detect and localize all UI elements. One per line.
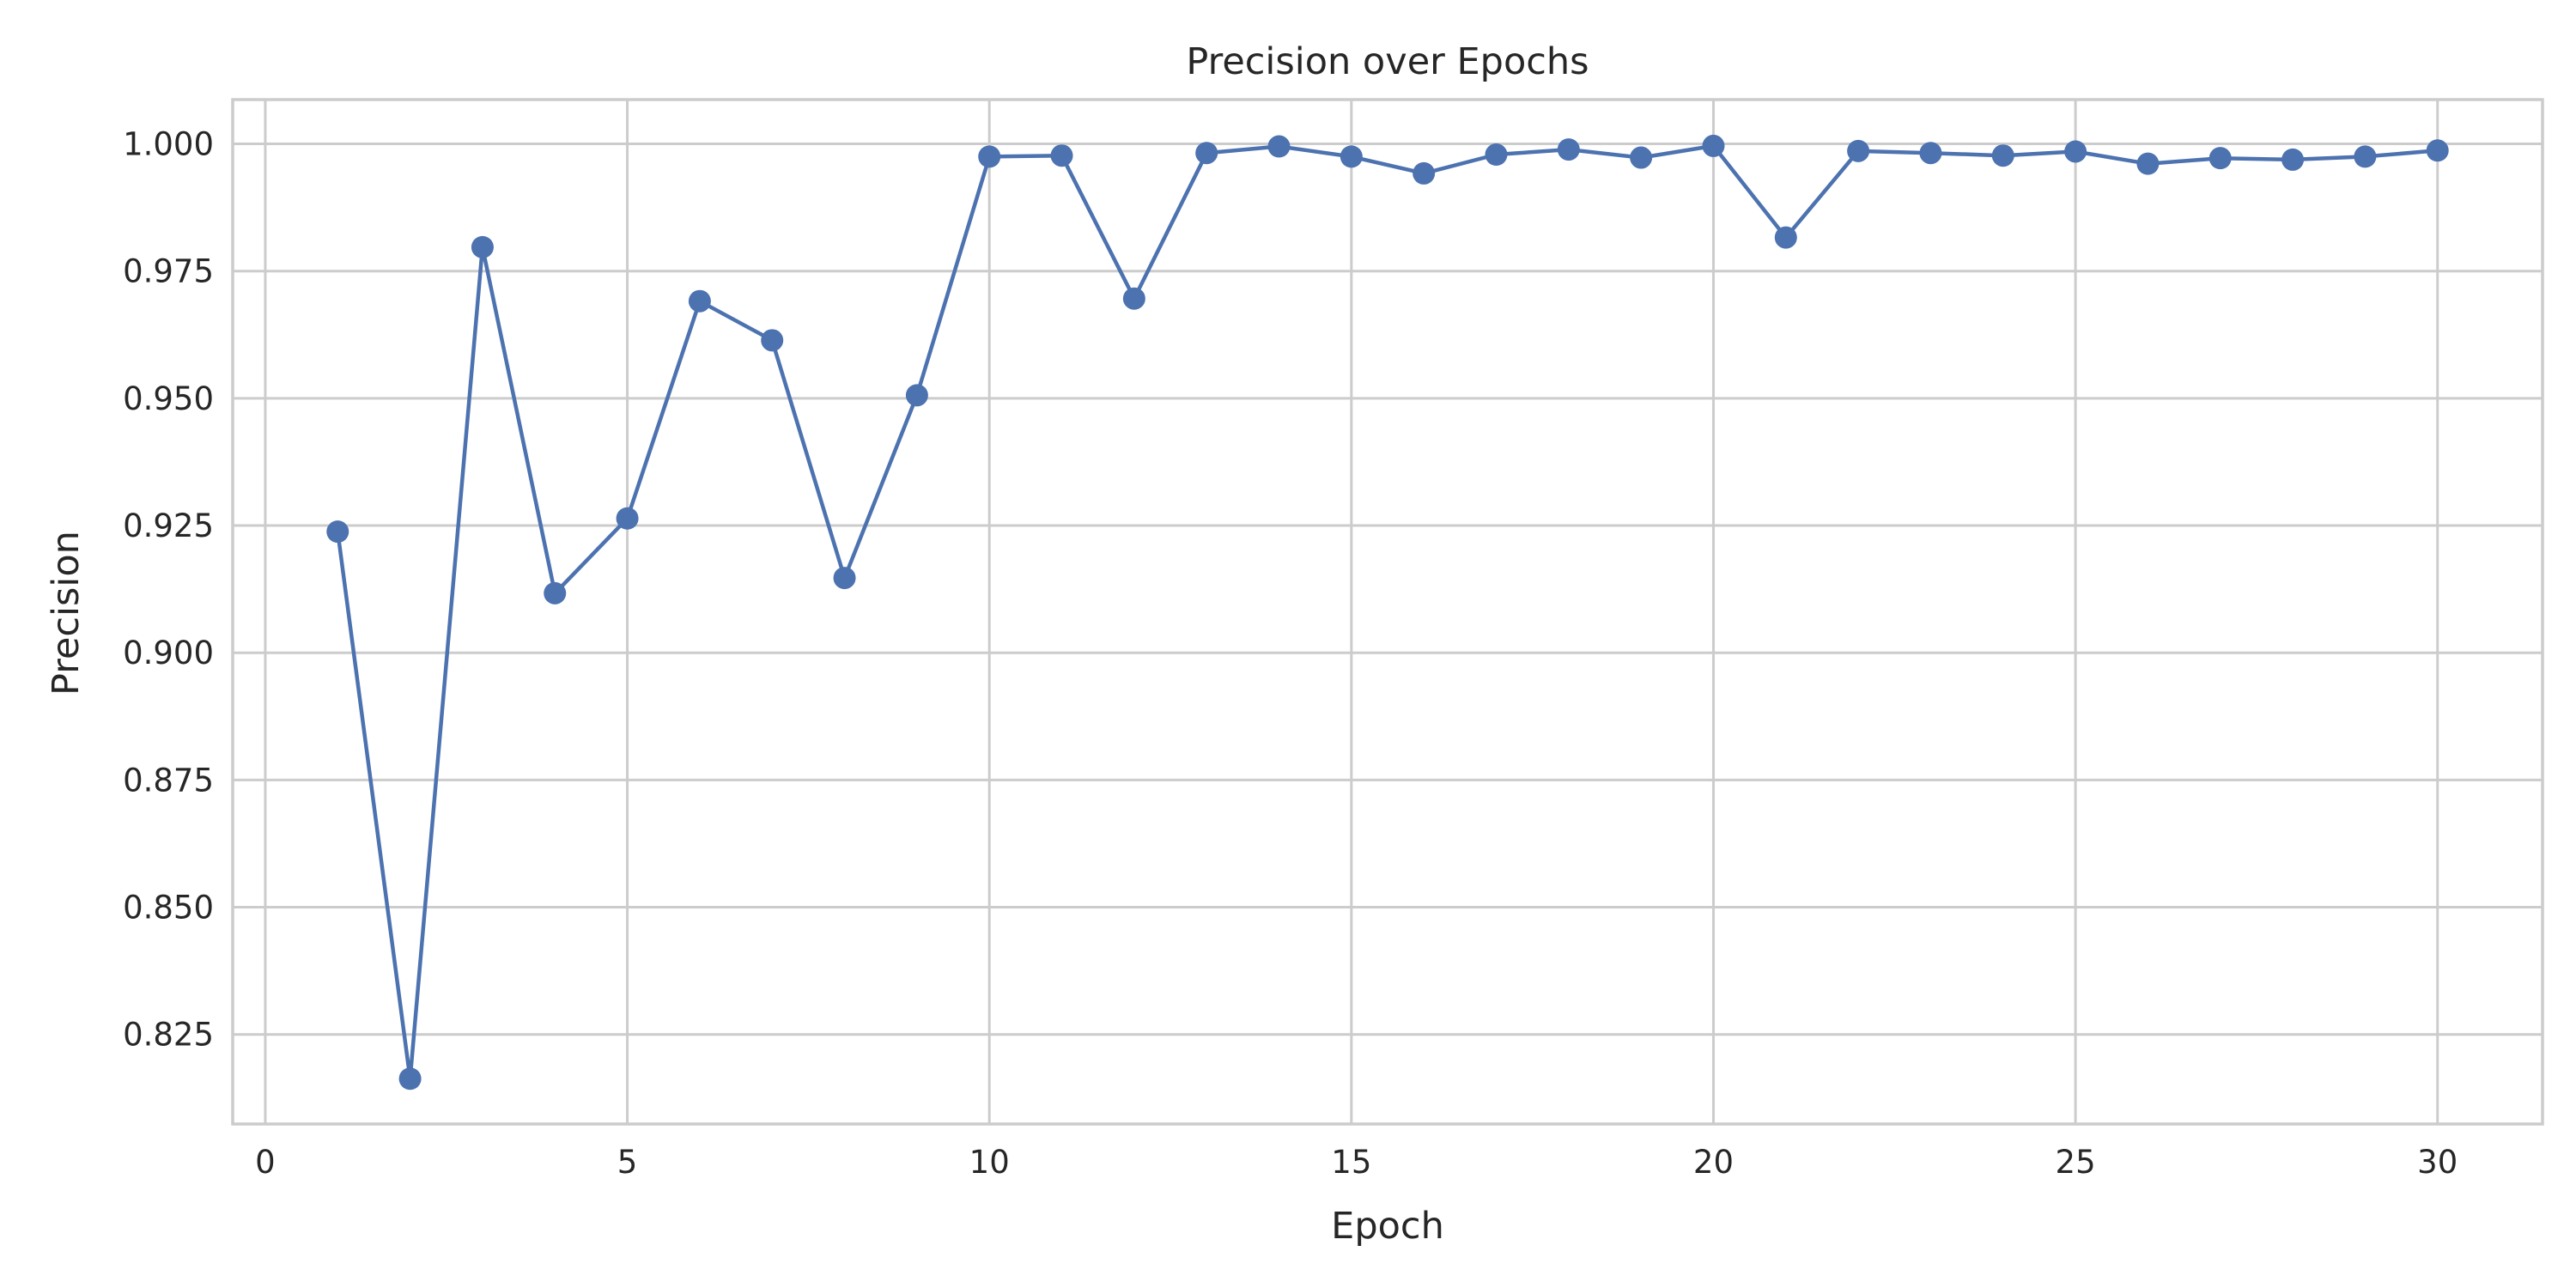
x-tick-label: 30 [2417,1144,2458,1181]
data-point [2208,147,2232,170]
data-point [761,329,784,352]
data-point [326,520,349,544]
grid-lines [233,100,2543,1124]
data-point [1340,145,1363,168]
x-tick-label: 0 [255,1144,276,1181]
x-tick-label: 15 [1331,1144,1371,1181]
data-point [1122,287,1145,310]
data-point [1413,161,1436,185]
data-point [1991,144,2014,167]
data-point [2426,139,2449,162]
data-point [1702,134,1725,157]
data-point [1485,143,1508,167]
data-point [398,1067,422,1091]
y-tick-label: 1.000 [123,126,214,163]
data-point [1774,226,1797,249]
x-axis-label: Epoch [1331,1205,1444,1248]
plot-frame [231,98,2544,1126]
precision-series-line [336,143,2439,1081]
tick-labels: 0 5 10 15 20 25 30 0.825 0.850 0.875 0.900 0.925 0.9… [123,126,2458,1181]
x-tick-label: 5 [617,1144,638,1181]
x-tick-label: 20 [1693,1144,1734,1181]
y-tick-label: 0.825 [123,1017,214,1054]
y-axis-label: Precision [45,531,88,696]
data-point [1919,142,1942,165]
x-tick-label: 10 [969,1144,1010,1181]
data-point [1050,144,1073,167]
data-point [833,567,856,590]
y-tick-label: 0.975 [123,253,214,290]
data-point [544,581,567,605]
y-tick-label: 0.950 [123,380,214,417]
data-point [905,384,928,407]
data-point [2064,140,2087,163]
data-point [978,145,1001,168]
data-point [1267,135,1291,158]
data-point [688,289,711,313]
chart-title: Precision over Epochs [1186,40,1589,83]
data-point [1557,138,1580,161]
y-tick-label: 0.850 [123,890,214,927]
y-tick-label: 0.925 [123,507,214,544]
x-tick-label: 25 [2056,1144,2096,1181]
data-point [2281,148,2305,171]
data-point [1847,139,1870,162]
data-point [616,507,639,530]
series-layer [326,134,2449,1091]
data-point [2354,145,2377,168]
data-point [1195,142,1218,165]
data-point [1630,146,1653,169]
data-point [471,235,494,258]
y-tick-label: 0.875 [123,762,214,799]
data-point [2136,152,2160,175]
y-tick-label: 0.900 [123,635,214,671]
